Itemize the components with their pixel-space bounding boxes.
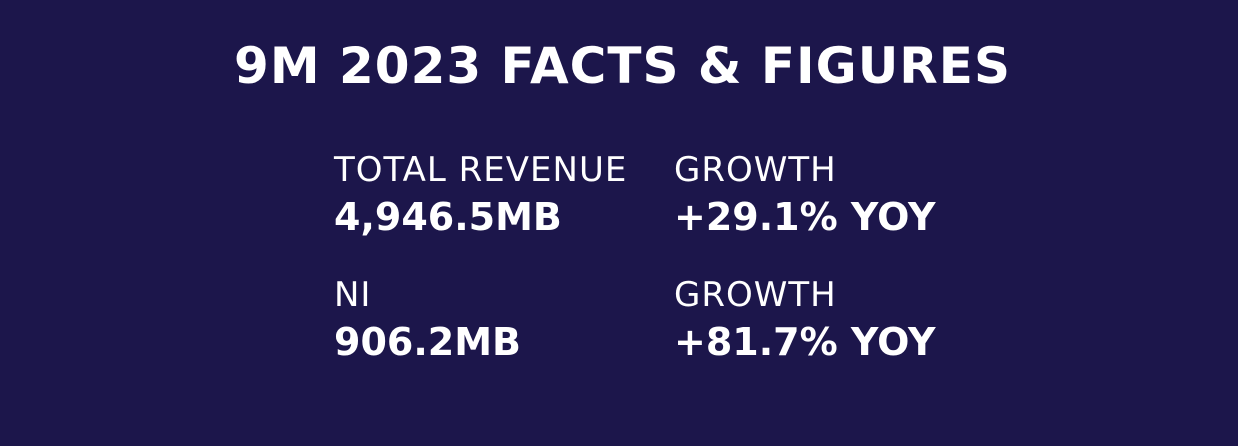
metric-label: GROWTH (674, 275, 837, 315)
metric-value: +29.1% YOY (674, 195, 936, 239)
metric-label: GROWTH (674, 150, 837, 190)
metric-total-revenue: TOTAL REVENUE 4,946.5MB (334, 150, 627, 239)
metric-ni: NI 906.2MB (334, 275, 521, 364)
metric-label: TOTAL REVENUE (334, 150, 628, 190)
metric-value: +81.7% YOY (674, 320, 936, 364)
metric-ni-growth: GROWTH +81.7% YOY (674, 275, 936, 364)
metric-revenue-growth: GROWTH +29.1% YOY (674, 150, 936, 239)
page-title: 9M 2023 FACTS & FIGURES (234, 37, 1011, 95)
metric-label: NI (334, 275, 372, 315)
metric-value: 906.2MB (334, 320, 521, 364)
metric-value: 4,946.5MB (334, 195, 562, 239)
